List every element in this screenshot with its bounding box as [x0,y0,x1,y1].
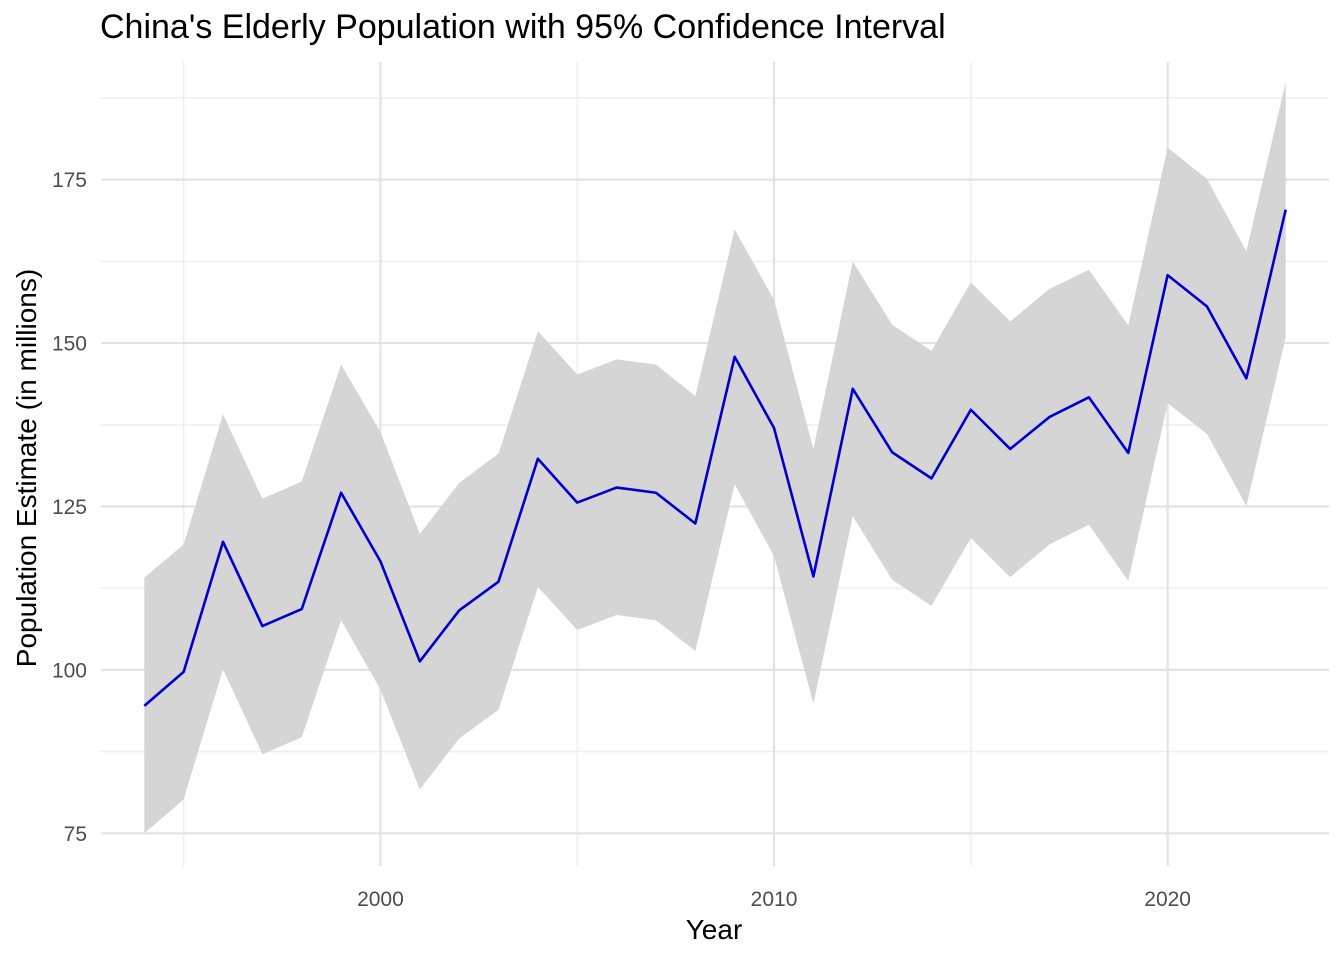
confidence-band-layer [144,82,1286,834]
y-tick-label: 150 [52,333,87,356]
x-axis-tick-labels: 2000 2010 2020 [357,888,1191,911]
x-axis-title: Year [686,914,743,945]
y-tick-label: 175 [52,169,87,192]
y-tick-label: 100 [52,659,87,682]
x-tick-label: 2000 [357,888,404,911]
y-tick-label: 125 [52,496,87,519]
estimate-line [143,209,1287,707]
x-tick-label: 2010 [751,888,798,911]
y-tick-label: 75 [64,823,87,846]
confidence-band [144,82,1286,834]
y-axis-tick-labels: 75 100 125 150 175 [52,169,87,846]
estimate-line-layer [143,209,1287,707]
x-tick-label: 2020 [1144,888,1191,911]
y-axis-title: Population Estimate (in millions) [11,269,42,667]
chart-title: China's Elderly Population with 95% Conf… [100,8,946,46]
